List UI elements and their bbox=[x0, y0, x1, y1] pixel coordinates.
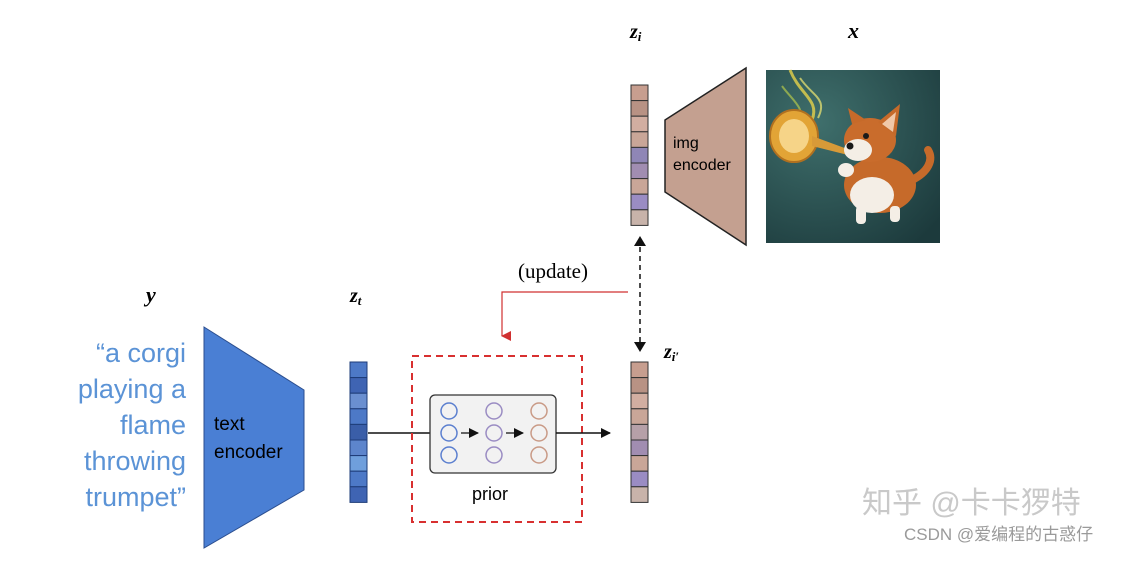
vector-cell bbox=[630, 131, 649, 148]
vector-cell bbox=[630, 178, 649, 195]
prompt-line: trumpet” bbox=[85, 482, 186, 512]
label-y: y bbox=[143, 282, 156, 307]
vector-cell bbox=[630, 361, 649, 379]
vector-cell bbox=[630, 162, 649, 180]
vector-cell bbox=[630, 423, 649, 441]
vector-cell bbox=[349, 423, 368, 441]
prompt-line: “a corgi bbox=[96, 338, 186, 368]
label-zi-prime: zi′ bbox=[663, 341, 679, 364]
vector-cell bbox=[630, 486, 649, 503]
vector-cell bbox=[349, 408, 368, 425]
vector-cell bbox=[630, 100, 649, 117]
prior-node bbox=[530, 446, 548, 464]
watermark-zhihu: 知乎 @卡卡猡特 bbox=[862, 487, 1081, 520]
prior-node bbox=[485, 446, 503, 464]
zi-prime-embedding-vector bbox=[630, 361, 649, 503]
img-encoder-shape bbox=[664, 66, 747, 247]
text-encoder-shape bbox=[203, 326, 305, 549]
prompt-text: “a corgi playing a flame throwing trumpet” bbox=[78, 338, 187, 512]
prompt-line: playing a bbox=[78, 374, 187, 404]
watermark-csdn: CSDN @爱编程的古惑仔 bbox=[904, 525, 1093, 544]
vector-cell bbox=[349, 361, 368, 379]
img-encoder-label: img encoder bbox=[673, 135, 731, 174]
vector-cell bbox=[349, 470, 368, 488]
prior-node bbox=[530, 402, 548, 420]
vector-cell bbox=[630, 408, 649, 425]
vector-cell bbox=[630, 470, 649, 488]
prompt-line: throwing bbox=[84, 446, 186, 476]
corgi-image bbox=[766, 69, 940, 243]
prior-node bbox=[440, 446, 458, 464]
vector-cell bbox=[630, 115, 649, 133]
vector-cell bbox=[630, 439, 649, 457]
update-label: (update) bbox=[518, 259, 588, 283]
label-x: x bbox=[847, 18, 859, 43]
prior-node bbox=[440, 424, 458, 442]
zi-embedding-vector bbox=[630, 84, 649, 226]
vector-cell bbox=[349, 455, 368, 472]
vector-cell bbox=[630, 209, 649, 226]
text-encoder-label: text encoder bbox=[214, 414, 283, 463]
prior-network-nodes bbox=[440, 402, 548, 464]
prior-node bbox=[530, 424, 548, 442]
update-arrow bbox=[501, 291, 628, 341]
vector-cell bbox=[630, 146, 649, 164]
prior-dashed-box bbox=[411, 355, 583, 523]
prior-node bbox=[485, 402, 503, 420]
vector-cell bbox=[630, 455, 649, 472]
vector-cell bbox=[630, 193, 649, 211]
vector-cell bbox=[630, 84, 649, 102]
prior-network-box bbox=[429, 394, 557, 474]
prior-label: prior bbox=[472, 484, 508, 504]
zt-embedding-vector bbox=[349, 361, 368, 503]
vector-cell bbox=[349, 377, 368, 394]
vector-cell bbox=[630, 392, 649, 410]
prompt-line: flame bbox=[120, 410, 186, 440]
vector-cell bbox=[349, 486, 368, 503]
vector-cell bbox=[630, 377, 649, 394]
vector-cell bbox=[349, 392, 368, 410]
prior-node bbox=[440, 402, 458, 420]
prior-node bbox=[485, 424, 503, 442]
label-zt: zt bbox=[349, 285, 362, 308]
label-zi: zi bbox=[629, 21, 642, 44]
vector-cell bbox=[349, 439, 368, 457]
